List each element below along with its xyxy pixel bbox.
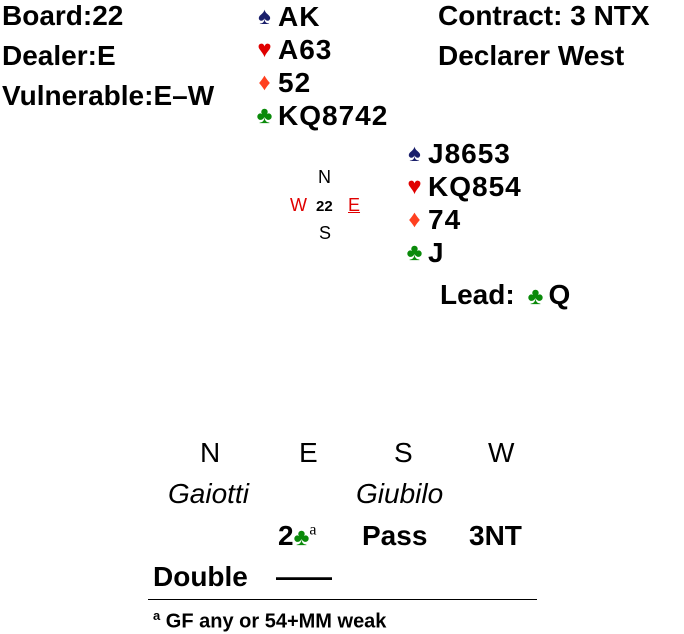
- auction-call-east-2: ——: [276, 561, 332, 592]
- diamond-icon: ♦: [408, 205, 422, 233]
- compass-board-number: 22: [316, 198, 333, 215]
- club-icon: ♣: [293, 524, 310, 551]
- vulnerable-label: Vulnerable:: [2, 80, 154, 111]
- lead-label: Lead:: [440, 279, 515, 310]
- lead-card: Q: [548, 279, 571, 310]
- north-hearts-row: ♥ A63: [252, 33, 388, 66]
- auction-call-south-1: Pass: [362, 520, 428, 551]
- auction-call-east-1-level: 2: [278, 520, 294, 551]
- vulnerable-value: E–W: [153, 80, 215, 111]
- east-spades-row: ♠ J8653: [402, 137, 522, 170]
- north-diamonds: 52: [278, 66, 312, 98]
- lead-info: Lead: ♣ Q: [440, 281, 570, 309]
- auction-header-north: N: [200, 437, 221, 468]
- north-hand: ♠ AK ♥ A63 ♦ 52 ♣ KQ8742: [252, 0, 388, 132]
- north-clubs: KQ8742: [278, 99, 389, 131]
- auction-call-east-1: 2♣a: [278, 520, 316, 552]
- contract-value: 3 NTX: [570, 0, 650, 31]
- dealer-label: Dealer:: [2, 40, 97, 71]
- club-icon: ♣: [256, 101, 274, 129]
- north-spades: AK: [278, 0, 321, 32]
- footnote-divider: [148, 599, 537, 600]
- declarer-info: Declarer West: [438, 40, 625, 71]
- spade-icon: ♠: [408, 139, 422, 167]
- diamond-icon: ♦: [258, 68, 272, 96]
- auction-call-west-1: 3NT: [469, 520, 522, 551]
- footnote: a GF any or 54+MM weak: [153, 608, 386, 634]
- dealer-value: E: [96, 40, 116, 71]
- east-clubs-row: ♣ J: [402, 236, 522, 269]
- contract-label: Contract:: [438, 0, 563, 31]
- contract-info: Contract: 3 NTX: [438, 2, 650, 30]
- east-clubs: J: [428, 236, 445, 268]
- east-diamonds: 74: [428, 203, 462, 235]
- heart-icon: ♥: [257, 35, 273, 63]
- footnote-mark: a: [153, 608, 161, 623]
- compass-south: S: [319, 223, 332, 243]
- auction-call-north-2: Double: [153, 561, 248, 592]
- auction-header-east: E: [299, 437, 318, 468]
- footnote-marker: a: [309, 521, 317, 539]
- compass-west: W: [290, 195, 307, 215]
- east-spades: J8653: [428, 137, 511, 169]
- footnote-text: GF any or 54+MM weak: [165, 610, 387, 633]
- dealer-info: Dealer:E: [2, 42, 116, 70]
- auction-player-south: Giubilo: [356, 478, 444, 509]
- club-icon: ♣: [527, 283, 544, 310]
- compass-east: E: [348, 195, 361, 215]
- east-hand: ♠ J8653 ♥ KQ854 ♦ 74 ♣ J: [402, 137, 522, 269]
- compass-north: N: [318, 167, 331, 187]
- board-number: 22: [92, 0, 124, 31]
- north-clubs-row: ♣ KQ8742: [252, 99, 388, 132]
- north-diamonds-row: ♦ 52: [252, 66, 388, 99]
- board-label: Board:: [2, 0, 93, 31]
- auction-header-south: S: [394, 437, 413, 468]
- east-hearts: KQ854: [428, 170, 522, 202]
- vulnerable-info: Vulnerable:E–W: [2, 82, 214, 110]
- north-spades-row: ♠ AK: [252, 0, 388, 33]
- east-diamonds-row: ♦ 74: [402, 203, 522, 236]
- east-hearts-row: ♥ KQ854: [402, 170, 522, 203]
- auction-header-west: W: [488, 437, 515, 468]
- board-info: Board:22: [2, 2, 123, 30]
- heart-icon: ♥: [407, 172, 423, 200]
- north-hearts: A63: [278, 33, 333, 65]
- club-icon: ♣: [406, 238, 424, 266]
- auction-player-north: Gaiotti: [168, 478, 249, 509]
- spade-icon: ♠: [258, 2, 272, 30]
